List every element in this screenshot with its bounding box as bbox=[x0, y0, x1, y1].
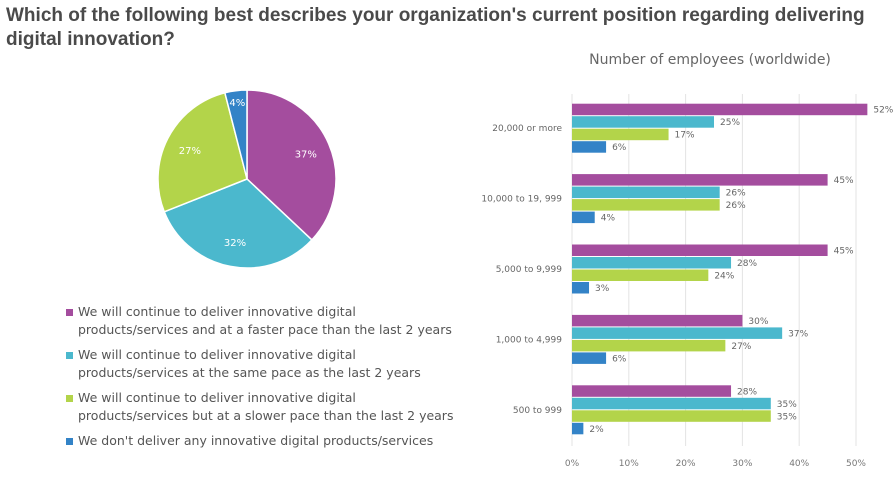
bar-none bbox=[572, 352, 607, 364]
legend-swatch-same bbox=[66, 352, 73, 359]
legend-swatch-none bbox=[66, 438, 73, 445]
legend-swatch-slower bbox=[66, 395, 73, 402]
category-label: 500 to 999 bbox=[513, 406, 562, 416]
bar-value-label: 24% bbox=[714, 272, 734, 282]
bar-faster bbox=[572, 244, 828, 256]
legend-item-none: We don't deliver any innovative digital … bbox=[66, 432, 466, 450]
bar-faster bbox=[572, 385, 732, 397]
bar-faster bbox=[572, 314, 743, 327]
pie-label-faster: 37% bbox=[295, 150, 317, 161]
legend-label-slower: We will continue to deliver innovative d… bbox=[78, 390, 454, 423]
legend-item-same: We will continue to deliver innovative d… bbox=[66, 346, 466, 382]
category-label: 1,000 to 4,999 bbox=[496, 335, 563, 345]
bar-value-label: 3% bbox=[595, 284, 610, 294]
category-label: 20,000 or more bbox=[492, 124, 562, 134]
bar-slower bbox=[572, 128, 669, 141]
x-tick-label: 50% bbox=[846, 459, 866, 469]
category-label: 5,000 to 9,999 bbox=[496, 265, 563, 275]
legend-item-slower: We will continue to deliver innovative d… bbox=[66, 389, 466, 425]
x-tick-label: 40% bbox=[789, 459, 809, 469]
question-title: Which of the following best describes yo… bbox=[6, 5, 865, 50]
bar-value-label: 17% bbox=[675, 131, 695, 141]
category-label: 10,000 to 19, 999 bbox=[481, 195, 562, 205]
x-tick-label: 20% bbox=[676, 459, 696, 469]
pie-label-same: 32% bbox=[224, 238, 246, 249]
pie-slice-none bbox=[223, 89, 248, 180]
bar-faster bbox=[572, 103, 868, 116]
bar-slower bbox=[572, 199, 720, 211]
bar-chart-title: Number of employees (worldwide) bbox=[589, 52, 831, 68]
pie-chart: 37% 32% 27% 4% bbox=[157, 89, 337, 269]
bar-value-label: 35% bbox=[777, 400, 797, 410]
pie-slice-faster bbox=[246, 89, 337, 241]
bar-value-label: 52% bbox=[873, 106, 893, 116]
bar-none bbox=[572, 141, 607, 153]
bar-value-label: 37% bbox=[788, 329, 808, 339]
bar-value-label: 30% bbox=[748, 317, 768, 327]
bar-value-label: 6% bbox=[612, 354, 627, 364]
bar-value-label: 6% bbox=[612, 143, 627, 153]
bar-none bbox=[572, 422, 584, 435]
legend-item-faster: We will continue to deliver innovative d… bbox=[66, 303, 466, 339]
bar-value-label: 26% bbox=[726, 189, 746, 199]
bar-same bbox=[572, 397, 771, 410]
bar-value-label: 27% bbox=[731, 342, 751, 352]
legend-label-same: We will continue to deliver innovative d… bbox=[78, 347, 421, 380]
legend-swatch-faster bbox=[66, 309, 73, 316]
bar-value-label: 2% bbox=[589, 425, 604, 435]
pie-label-none: 4% bbox=[229, 98, 245, 109]
bar-same bbox=[572, 186, 720, 199]
pie-slice-same bbox=[163, 178, 313, 269]
pie-legend: We will continue to deliver innovative d… bbox=[66, 303, 466, 457]
bar-slower bbox=[572, 410, 771, 422]
bar-same bbox=[572, 116, 714, 128]
bar-same bbox=[572, 327, 783, 339]
bar-value-label: 4% bbox=[601, 214, 616, 224]
legend-label-faster: We will continue to deliver innovative d… bbox=[78, 304, 452, 337]
bar-value-label: 28% bbox=[737, 259, 757, 269]
bar-value-label: 25% bbox=[720, 118, 740, 128]
pie-slice-slower bbox=[157, 91, 248, 213]
pie-label-slower: 27% bbox=[179, 146, 201, 157]
bar-value-label: 45% bbox=[834, 247, 854, 257]
bar-value-label: 35% bbox=[777, 412, 797, 422]
legend-label-none: We don't deliver any innovative digital … bbox=[78, 433, 434, 448]
bar-chart: 0% 10% 20% 30% 40% 50% 20,000 or more 52% 25% 17%… bbox=[481, 94, 894, 469]
bar-none bbox=[572, 282, 590, 294]
bar-same bbox=[572, 257, 732, 269]
x-tick-label: 0% bbox=[565, 459, 580, 469]
bar-slower bbox=[572, 269, 709, 281]
x-tick-label: 30% bbox=[732, 459, 752, 469]
bar-value-label: 26% bbox=[726, 201, 746, 211]
x-tick-label: 10% bbox=[619, 459, 639, 469]
bar-none bbox=[572, 211, 595, 224]
bar-faster bbox=[572, 174, 828, 186]
bar-slower bbox=[572, 339, 726, 352]
bar-value-label: 45% bbox=[834, 176, 854, 186]
bar-value-label: 28% bbox=[737, 387, 757, 397]
